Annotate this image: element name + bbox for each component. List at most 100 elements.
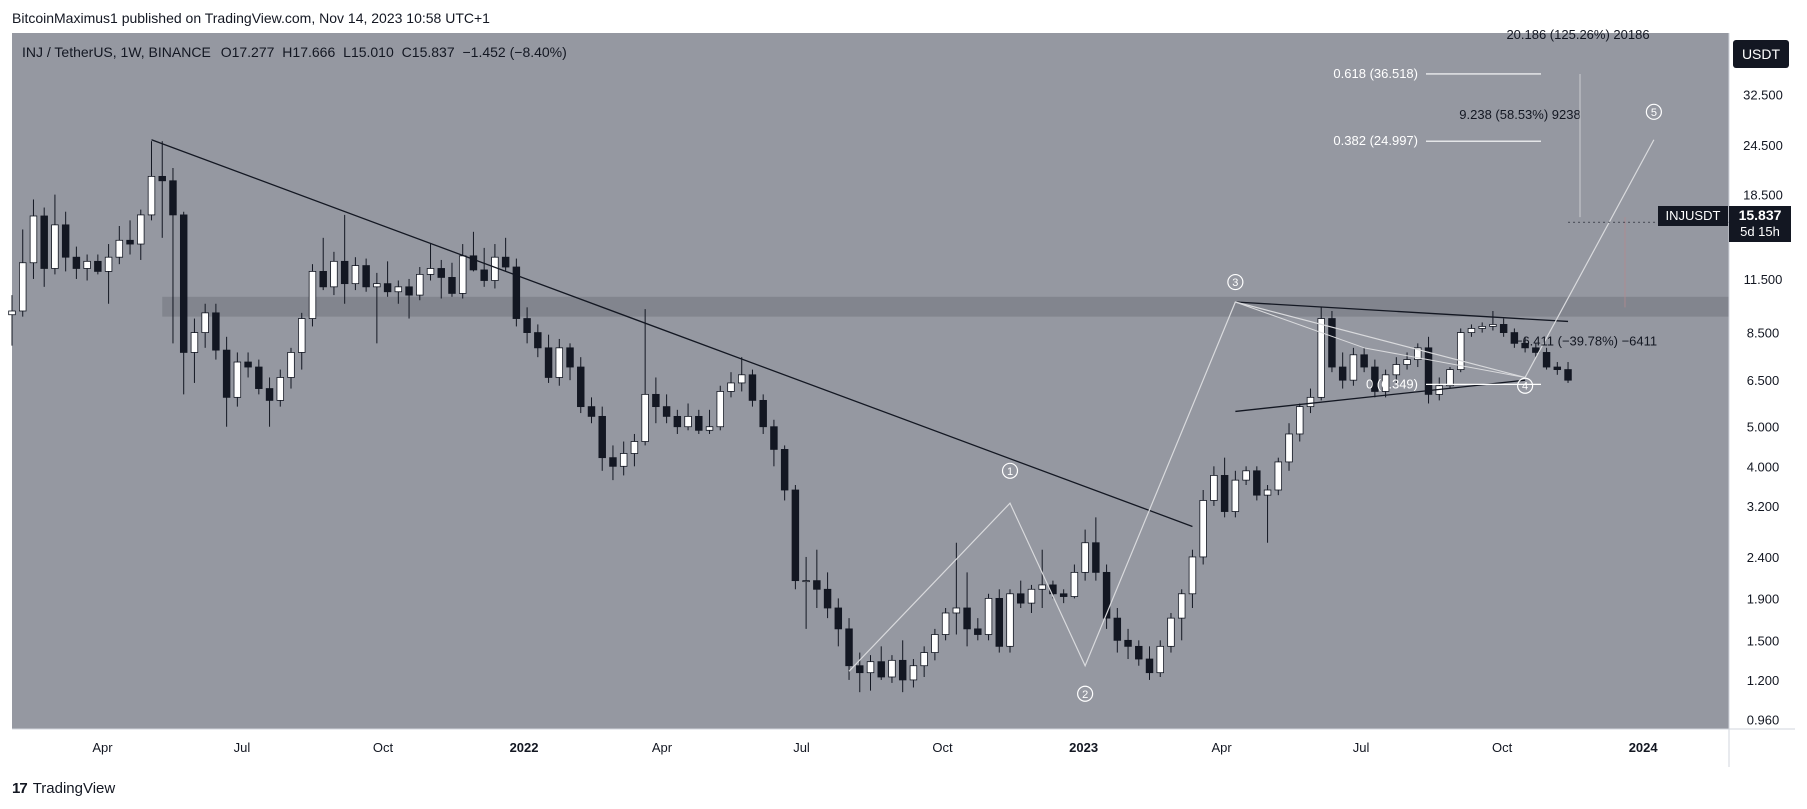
candle-body [856, 665, 864, 674]
candle-body [244, 361, 252, 368]
candle [1564, 362, 1572, 383]
candle [1188, 549, 1197, 608]
time-axis[interactable] [12, 729, 1729, 767]
time-tick-label: Jul [1353, 740, 1370, 755]
price-tick-label: 5.000 [1747, 420, 1780, 435]
candle-body [1017, 593, 1025, 604]
candle [770, 419, 778, 467]
time-tick-label: 2024 [1629, 740, 1659, 755]
candle [759, 394, 767, 434]
candle-body [1360, 354, 1368, 368]
candle [845, 618, 853, 680]
candle [1167, 612, 1175, 653]
candle-body [770, 426, 778, 450]
chart-plot-area[interactable] [12, 33, 1729, 729]
candle-body [1177, 593, 1186, 619]
candle-body [351, 265, 360, 285]
candle-body [212, 312, 220, 351]
candle [598, 406, 606, 471]
candle-body [813, 580, 821, 590]
candle-body [1167, 617, 1175, 647]
candle-body [1446, 369, 1454, 387]
candle-body [233, 361, 242, 398]
candle [1006, 589, 1014, 653]
currency-button[interactable]: USDT [1733, 40, 1789, 68]
candle [802, 556, 810, 629]
candle [319, 237, 327, 291]
candle [29, 199, 38, 279]
candle [1017, 580, 1025, 608]
candle-body [544, 347, 553, 378]
candle-body [888, 659, 896, 678]
candle-body [115, 239, 124, 258]
candle-body [426, 268, 435, 275]
candle-body [330, 260, 338, 288]
candle-body [1188, 556, 1197, 595]
candle-body [963, 607, 971, 630]
candle [308, 264, 317, 327]
wave-label-circle [1001, 462, 1019, 479]
candle-body [641, 393, 649, 442]
candle [1542, 347, 1551, 370]
candle-body [909, 665, 918, 681]
candle [72, 246, 81, 279]
candle-body [1081, 542, 1089, 573]
candle [255, 359, 263, 395]
candle [169, 167, 177, 344]
candle-body [920, 652, 928, 667]
candle [727, 372, 735, 398]
candle [416, 267, 424, 301]
candle [534, 324, 542, 358]
resistance-zone [162, 296, 1729, 317]
footer-brand[interactable]: 17 TradingView [12, 780, 115, 797]
candle-body [340, 260, 349, 285]
candle [244, 352, 252, 378]
open-value: 17.277 [231, 44, 275, 60]
candle-body [1124, 639, 1132, 647]
candle [40, 207, 48, 287]
candle-body [1510, 332, 1519, 344]
candle [458, 244, 467, 299]
time-tick-label: Oct [932, 740, 953, 755]
candle-body [1092, 542, 1100, 573]
candle-body [684, 415, 692, 428]
candle [630, 433, 639, 467]
candle [662, 394, 671, 424]
candle-body [974, 628, 982, 635]
candle [383, 261, 392, 297]
price-tick-label: 4.000 [1747, 459, 1780, 474]
price-tick-label: 0.960 [1747, 713, 1780, 728]
price-tick-label: 8.500 [1747, 326, 1780, 341]
candle [1296, 403, 1304, 442]
candle [523, 307, 531, 344]
candle-body [40, 215, 48, 269]
candle-body [705, 426, 714, 431]
candle-body [1371, 366, 1379, 392]
candle-body [1499, 324, 1508, 333]
candle [265, 377, 274, 427]
candle-body [523, 318, 531, 333]
candle [877, 646, 885, 680]
candle-body [1070, 571, 1079, 597]
candle-body [1542, 352, 1551, 368]
last-price-value: 15.837 [1738, 207, 1782, 223]
candle [1553, 362, 1562, 375]
price-axis[interactable] [1729, 33, 1795, 729]
candle-body [276, 377, 285, 401]
time-tick-label: 2023 [1069, 740, 1098, 755]
descending-trendline [151, 139, 1193, 528]
candle [1328, 310, 1336, 373]
candle [1242, 466, 1250, 486]
publisher-line: BitcoinMaximus1 published on TradingView… [12, 10, 490, 26]
measurement-label: 9.238 (58.53%) 9238 [1459, 107, 1580, 122]
candle [1038, 549, 1046, 608]
candle-body [469, 255, 478, 271]
candle [898, 640, 907, 693]
candle [83, 254, 91, 281]
time-tick-label: Apr [1211, 740, 1232, 755]
candle-body [737, 374, 746, 384]
candle [555, 338, 564, 386]
candle-body [394, 286, 403, 293]
time-tick-label: 2022 [510, 740, 539, 755]
candle [480, 247, 488, 287]
